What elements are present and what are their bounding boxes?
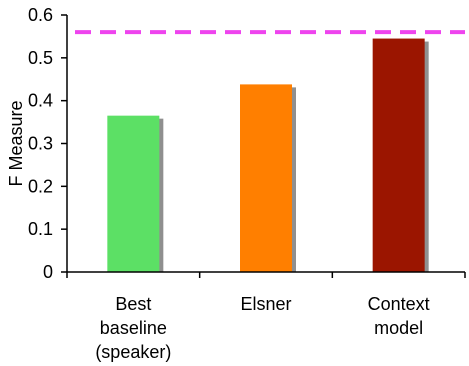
y-tick-label: 0.1 (28, 219, 53, 239)
bars (107, 38, 429, 273)
x-category-label: Elsner (240, 294, 291, 314)
y-tick-label: 0.2 (28, 176, 53, 196)
y-tick-label: 0.3 (28, 134, 53, 154)
y-axis-title: F Measure (6, 100, 26, 186)
y-tick-label: 0 (43, 262, 53, 282)
x-category-label: Best baseline (speaker) (95, 294, 171, 362)
bar (107, 115, 160, 273)
bar (372, 38, 425, 272)
x-axis-category-labels: Best baseline (speaker) Elsner Context model (95, 294, 429, 362)
y-tick-label: 0.4 (28, 91, 53, 111)
x-category-label: Context model (368, 294, 430, 338)
y-tick-label: 0.6 (28, 5, 53, 25)
bar (240, 84, 292, 272)
y-tick-label: 0.5 (28, 48, 53, 68)
y-axis-ticks: 0 0.1 0.2 0.3 0.4 0.5 0.6 (28, 5, 466, 282)
